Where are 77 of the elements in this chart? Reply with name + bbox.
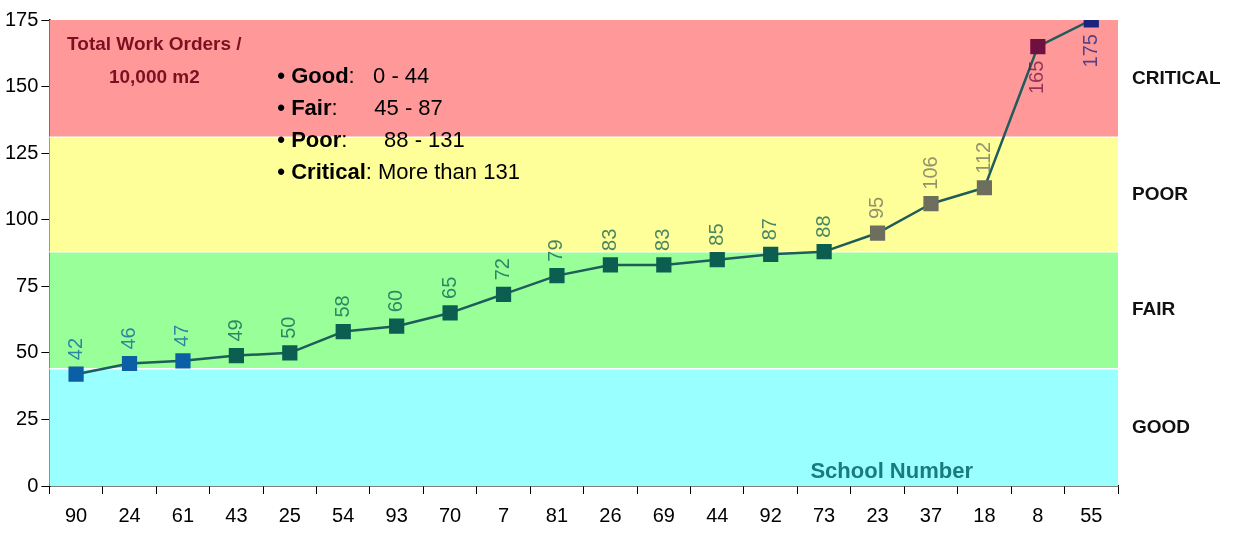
point bbox=[869, 225, 886, 241]
x-tick-label: 8 bbox=[1032, 503, 1044, 526]
y-tick-label: 75 bbox=[16, 273, 39, 296]
point bbox=[1030, 39, 1046, 55]
point bbox=[976, 180, 993, 196]
y-tick-label: 25 bbox=[16, 406, 39, 429]
annotation: • Good: 0 - 44 bbox=[277, 63, 430, 89]
y-tick-label: 50 bbox=[16, 340, 39, 363]
point bbox=[602, 257, 619, 273]
data-label: 42 bbox=[63, 337, 86, 361]
data-label: 65 bbox=[437, 276, 460, 299]
data-label: 165 bbox=[1025, 60, 1048, 94]
data-label: 112 bbox=[971, 141, 994, 174]
y-tick-label: 125 bbox=[4, 140, 39, 163]
x-tick-label: 55 bbox=[1080, 503, 1103, 526]
y-tick-label: 175 bbox=[4, 7, 39, 30]
x-tick-label: 73 bbox=[813, 503, 836, 526]
data-label: 87 bbox=[758, 218, 781, 241]
y-tick-label: 100 bbox=[4, 207, 39, 230]
data-label: 175 bbox=[1078, 34, 1101, 68]
x-tick-label: 81 bbox=[545, 503, 569, 526]
x-tick-label: 93 bbox=[385, 503, 408, 526]
x-tick-label: 43 bbox=[225, 503, 248, 526]
x-tick-label: 90 bbox=[64, 503, 88, 526]
x-tick-label: 70 bbox=[438, 503, 462, 526]
point bbox=[175, 353, 191, 369]
data-label: 95 bbox=[865, 196, 888, 220]
x-tick-label: 54 bbox=[332, 503, 355, 526]
data-label: 72 bbox=[491, 258, 514, 281]
data-label: 88 bbox=[811, 215, 834, 238]
annotation: Total Work Orders / 10,000 m2 bbox=[67, 33, 243, 88]
y-tick-label: 150 bbox=[4, 74, 39, 97]
point bbox=[549, 268, 565, 284]
band-label: CRITICAL bbox=[1132, 66, 1222, 88]
x-tick-label: 7 bbox=[497, 503, 510, 526]
point bbox=[763, 246, 779, 262]
point bbox=[389, 318, 405, 334]
annotation: • Critical: More than 131 bbox=[277, 159, 520, 185]
data-label: 106 bbox=[918, 156, 941, 190]
band-label: POOR bbox=[1132, 182, 1189, 204]
data-label: 58 bbox=[330, 295, 353, 318]
point bbox=[816, 244, 832, 260]
point bbox=[709, 252, 725, 268]
point bbox=[923, 196, 939, 212]
data-label: 83 bbox=[651, 228, 674, 251]
point bbox=[495, 286, 512, 302]
data-label: 46 bbox=[117, 327, 140, 350]
x-tick-label: 25 bbox=[278, 503, 301, 526]
x-tick-label: 18 bbox=[973, 503, 996, 526]
band-label: FAIR bbox=[1132, 298, 1176, 320]
data-label: 47 bbox=[170, 324, 193, 347]
data-label: 83 bbox=[597, 228, 620, 251]
band-label: GOOD bbox=[1132, 415, 1191, 437]
point bbox=[335, 323, 351, 340]
annotation: • Poor: 88 - 131 bbox=[277, 127, 465, 153]
point bbox=[282, 345, 298, 361]
point bbox=[656, 257, 672, 273]
annotation: • Fair: 45 - 87 bbox=[277, 95, 443, 121]
x-axis-title: School Number bbox=[810, 458, 974, 483]
x-tick-label: 26 bbox=[599, 503, 622, 526]
x-tick-label: 24 bbox=[118, 503, 141, 526]
point bbox=[228, 347, 244, 364]
x-tick-label: 37 bbox=[919, 503, 943, 526]
x-tick-label: 92 bbox=[759, 503, 782, 526]
point bbox=[442, 305, 458, 321]
x-tick-label: 61 bbox=[171, 503, 195, 526]
data-label: 50 bbox=[277, 316, 300, 339]
point bbox=[68, 366, 84, 382]
x-tick-label: 44 bbox=[706, 503, 729, 526]
data-label: 79 bbox=[544, 239, 567, 262]
data-label: 49 bbox=[223, 319, 246, 342]
point bbox=[121, 355, 138, 372]
x-tick-label: 69 bbox=[652, 503, 675, 526]
x-tick-label: 23 bbox=[866, 503, 889, 526]
y-tick-label: 0 bbox=[27, 473, 39, 496]
data-label: 85 bbox=[704, 223, 727, 246]
data-label: 60 bbox=[384, 289, 407, 313]
